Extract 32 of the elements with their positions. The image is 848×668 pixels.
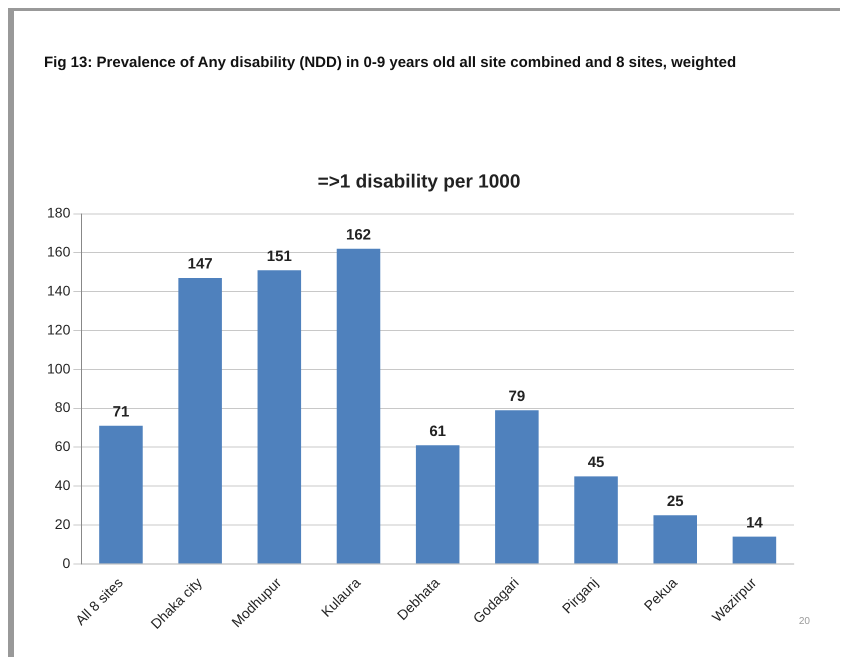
y-tick-label: 120 [47, 321, 71, 338]
y-tick-label: 160 [47, 244, 71, 260]
data-label: 71 [112, 403, 130, 420]
y-tick-label: 180 [47, 204, 71, 221]
data-label: 14 [746, 514, 764, 532]
bar [99, 426, 143, 564]
data-label: 147 [188, 256, 213, 273]
chart-title: Fig 13: Prevalence of Any disability (NDD) in 0-9 years old all site combined and 8 sites, weighted [44, 53, 738, 73]
y-tick-label: 100 [47, 360, 71, 376]
bar [653, 515, 697, 564]
bar [574, 476, 618, 564]
text: 20 [798, 616, 810, 627]
bar [258, 270, 302, 564]
data-label: 45 [588, 454, 604, 472]
data-label: 25 [666, 492, 684, 510]
bar [178, 278, 222, 564]
x-tick-label: All 8 sites [72, 574, 126, 628]
bar [416, 445, 460, 564]
bar [495, 410, 539, 564]
y-tick-label: 140 [47, 282, 71, 298]
y-tick-label: 20 [54, 516, 71, 532]
data-label: 151 [266, 248, 292, 265]
data-label: 79 [508, 388, 526, 405]
bar [336, 248, 380, 564]
chart-subtitle: =>1 disability per 1000 [318, 172, 520, 193]
data-label: 61 [429, 422, 446, 440]
y-tick-label: 80 [54, 399, 71, 416]
y-tick-label: 40 [54, 476, 71, 493]
data-label: 162 [346, 226, 372, 244]
y-tick-label: 0 [62, 554, 71, 571]
y-tick-label: 60 [54, 438, 71, 454]
bar [732, 536, 776, 564]
